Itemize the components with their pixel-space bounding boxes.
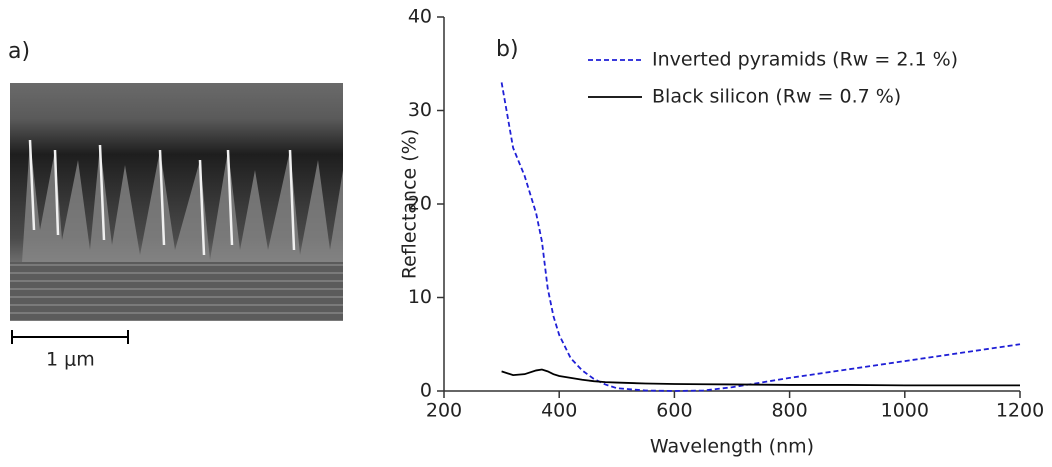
scale-bar-label: 1 μm	[46, 349, 95, 371]
x-tick-label: 600	[656, 400, 692, 422]
panel-label: a)	[8, 39, 30, 64]
y-tick-label: 40	[408, 6, 432, 28]
series-line	[500, 82, 1021, 392]
x-tick-label: 400	[541, 400, 577, 422]
x-tick-label: 200	[426, 400, 462, 422]
y-tick-label: 20	[408, 193, 432, 215]
x-tick-label: 1200	[996, 400, 1044, 422]
x-tick-label: 800	[771, 400, 807, 422]
y-tick-label: 10	[408, 286, 432, 308]
legend-label: Black silicon (Rw = 0.7 %)	[652, 86, 901, 108]
panel-label: b)	[496, 37, 519, 62]
x-tick-label: 1000	[881, 400, 929, 422]
legend-label: Inverted pyramids (Rw = 2.1 %)	[652, 49, 958, 71]
y-axis-label: Reflectance (%)	[399, 129, 421, 279]
sem-image	[10, 83, 343, 321]
x-axis-label: Wavelength (nm)	[650, 436, 814, 458]
y-tick-label: 0	[420, 380, 432, 402]
series-line	[501, 368, 1020, 387]
y-tick-label: 30	[408, 99, 432, 121]
